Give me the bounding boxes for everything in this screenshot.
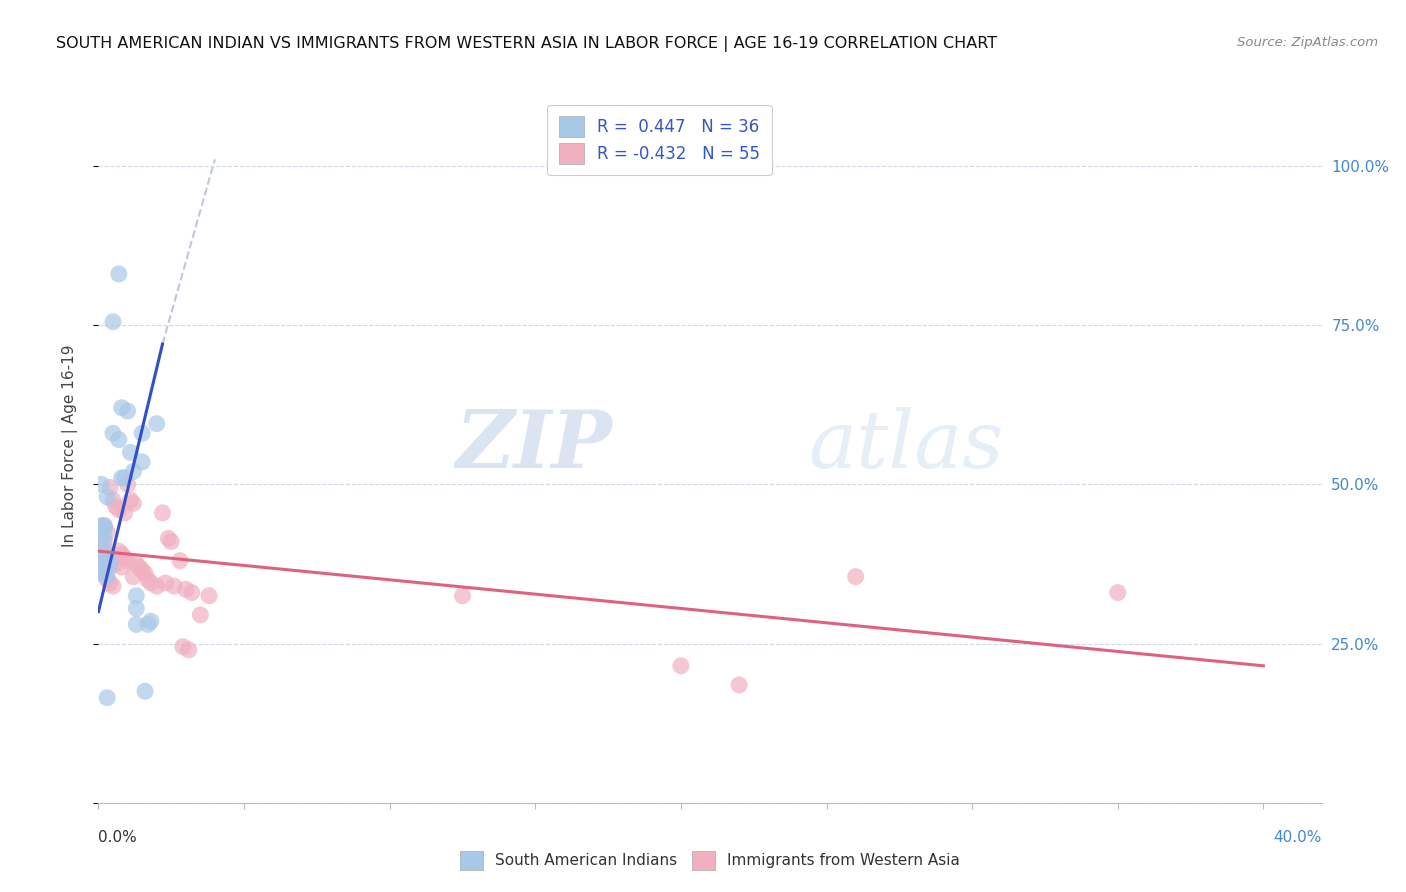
Point <box>93 518 115 533</box>
Point <box>111 547 134 561</box>
Point <box>155 576 177 591</box>
Point <box>728 678 751 692</box>
Point <box>1107 585 1129 599</box>
Text: atlas: atlas <box>808 408 1004 484</box>
Point <box>134 684 156 698</box>
Point <box>93 550 115 565</box>
Text: SOUTH AMERICAN INDIAN VS IMMIGRANTS FROM WESTERN ASIA IN LABOR FORCE | AGE 16-19: SOUTH AMERICAN INDIAN VS IMMIGRANTS FROM… <box>56 36 997 52</box>
Point <box>101 493 124 508</box>
Point <box>125 617 148 632</box>
Point <box>136 573 159 587</box>
Point <box>101 579 124 593</box>
Point <box>131 455 153 469</box>
Point <box>93 518 115 533</box>
Point <box>96 554 118 568</box>
Point <box>139 576 162 591</box>
Point <box>117 477 139 491</box>
Legend: South American Indians, Immigrants from Western Asia: South American Indians, Immigrants from … <box>453 843 967 877</box>
Point <box>90 522 112 536</box>
Point <box>90 532 112 546</box>
Point <box>90 518 112 533</box>
Point <box>122 465 145 479</box>
Point <box>93 522 115 536</box>
Point <box>122 569 145 583</box>
Point <box>139 614 162 628</box>
Point <box>188 607 212 622</box>
Point <box>125 601 148 615</box>
Point <box>90 566 112 581</box>
Point <box>96 547 118 561</box>
Point <box>669 658 692 673</box>
Point <box>172 640 194 654</box>
Point <box>111 471 134 485</box>
Point <box>128 560 150 574</box>
Point <box>117 404 139 418</box>
Point <box>90 541 112 555</box>
Point <box>122 496 145 510</box>
Y-axis label: In Labor Force | Age 16-19: In Labor Force | Age 16-19 <box>62 344 77 548</box>
Point <box>96 573 118 587</box>
Point <box>98 480 121 494</box>
Point <box>96 524 118 539</box>
Point <box>98 576 121 591</box>
Point <box>169 554 191 568</box>
Point <box>90 477 112 491</box>
Point <box>145 579 167 593</box>
Point <box>96 544 118 558</box>
Point <box>157 532 180 546</box>
Point <box>101 426 124 441</box>
Point <box>180 585 202 599</box>
Text: Source: ZipAtlas.com: Source: ZipAtlas.com <box>1237 36 1378 49</box>
Point <box>104 557 127 571</box>
Point <box>174 582 197 597</box>
Point <box>90 560 112 574</box>
Point <box>177 643 200 657</box>
Point <box>114 471 136 485</box>
Point <box>101 315 124 329</box>
Point <box>120 445 142 459</box>
Point <box>160 534 183 549</box>
Point <box>131 426 153 441</box>
Point <box>845 569 868 583</box>
Point <box>198 589 221 603</box>
Point <box>108 544 131 558</box>
Point <box>111 560 134 574</box>
Point <box>93 550 115 565</box>
Point <box>451 589 474 603</box>
Point <box>152 506 174 520</box>
Point <box>96 690 118 705</box>
Text: 0.0%: 0.0% <box>98 830 138 845</box>
Point <box>90 532 112 546</box>
Point <box>96 490 118 504</box>
Point <box>108 267 131 281</box>
Point <box>93 532 115 546</box>
Point <box>114 550 136 565</box>
Point <box>120 493 142 508</box>
Point <box>111 401 134 415</box>
Point <box>98 557 121 571</box>
Point <box>136 617 159 632</box>
Point <box>96 569 118 583</box>
Point <box>108 433 131 447</box>
Point <box>134 566 156 581</box>
Text: 40.0%: 40.0% <box>1274 830 1322 845</box>
Point <box>93 566 115 581</box>
Point <box>117 554 139 568</box>
Point <box>108 502 131 516</box>
Point <box>125 557 148 571</box>
Point <box>114 506 136 520</box>
Point <box>93 534 115 549</box>
Point <box>145 417 167 431</box>
Point <box>98 560 121 574</box>
Point <box>163 579 186 593</box>
Point <box>93 563 115 577</box>
Point <box>131 563 153 577</box>
Text: ZIP: ZIP <box>456 408 612 484</box>
Point <box>96 557 118 571</box>
Point <box>90 554 112 568</box>
Point <box>104 500 127 514</box>
Point <box>125 589 148 603</box>
Point <box>90 563 112 577</box>
Point <box>90 544 112 558</box>
